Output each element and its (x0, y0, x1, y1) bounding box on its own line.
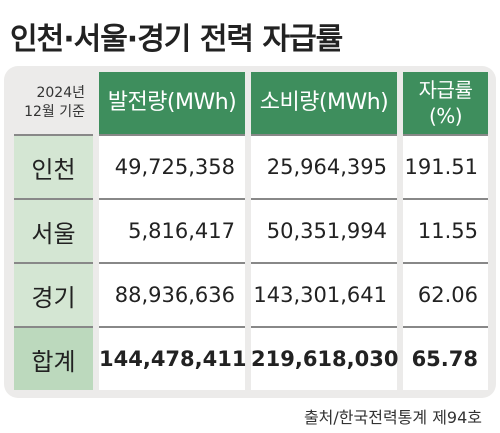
source-note: 출처/한국전력통계 제94호 (303, 408, 482, 427)
total-consumption-cell: 219,618,030 (245, 326, 400, 390)
column-header-generation: 발전량(MWh) (93, 72, 248, 135)
header-row: 2024년 12월 기준 발전량(MWh) 소비량(MWh) 자급률 (%) (14, 72, 488, 135)
basis-month: 12월 기준 (24, 104, 85, 120)
column-header-ratio: 자급률 (%) (397, 72, 488, 135)
region-cell: 경기 (14, 262, 96, 327)
page-title: 인천·서울·경기 전력 자급률 (10, 22, 343, 57)
basis-year: 2024년 (36, 85, 85, 101)
basis-date: 2024년 12월 기준 (14, 72, 96, 135)
total-row: 합계 144,478,411 219,618,030 65.78 (14, 326, 488, 390)
ratio-cell: 62.06 (397, 262, 488, 327)
total-generation-cell: 144,478,411 (93, 326, 248, 390)
consumption-cell: 50,351,994 (245, 198, 400, 263)
ratio-cell: 11.55 (397, 198, 488, 263)
region-cell: 서울 (14, 198, 96, 263)
total-label-cell: 합계 (14, 326, 96, 390)
table-row: 인천 49,725,358 25,964,395 191.51 (14, 134, 488, 199)
power-self-sufficiency-table: 2024년 12월 기준 발전량(MWh) 소비량(MWh) 자급률 (%) 인… (14, 72, 488, 390)
ratio-header-label: 자급률 (418, 78, 473, 102)
consumption-cell: 25,964,395 (245, 134, 400, 199)
column-header-consumption: 소비량(MWh) (245, 72, 400, 135)
ratio-cell: 191.51 (397, 134, 488, 199)
ratio-header-unit: (%) (428, 104, 463, 128)
table-row: 서울 5,816,417 50,351,994 11.55 (14, 198, 488, 263)
total-ratio-cell: 65.78 (397, 326, 488, 390)
generation-cell: 88,936,636 (93, 262, 248, 327)
table-row: 경기 88,936,636 143,301,641 62.06 (14, 262, 488, 327)
consumption-cell: 143,301,641 (245, 262, 400, 327)
region-cell: 인천 (14, 134, 96, 199)
generation-cell: 49,725,358 (93, 134, 248, 199)
generation-cell: 5,816,417 (93, 198, 248, 263)
